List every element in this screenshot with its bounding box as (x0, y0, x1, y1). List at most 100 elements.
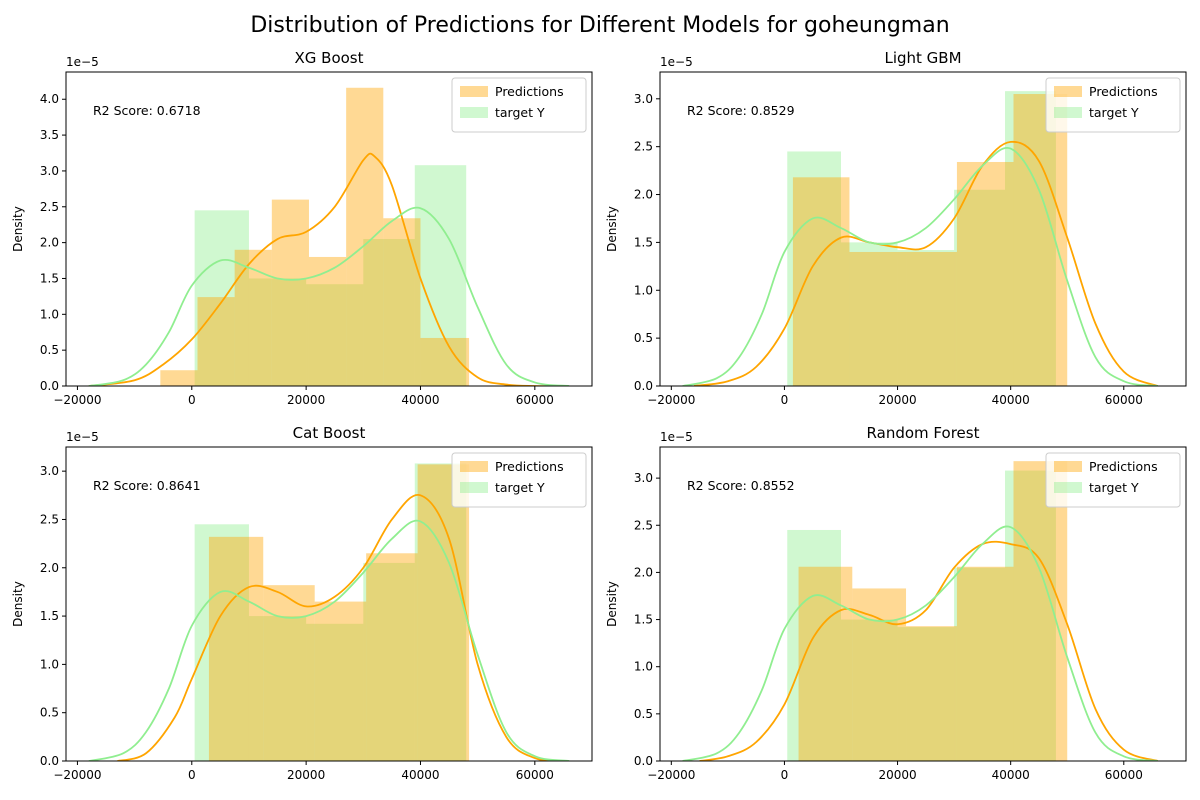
y-axis-label: Density (11, 206, 25, 252)
plot-area (682, 91, 1159, 386)
legend-swatch (1054, 461, 1082, 472)
predictions-hist-bar (1013, 94, 1068, 386)
predictions-hist-bar (271, 199, 309, 386)
y-exponent-label: 1e−5 (660, 430, 693, 444)
legend-box (451, 452, 587, 508)
x-tick-label: 60000 (1105, 768, 1143, 782)
y-tick-label: 2.5 (634, 140, 653, 154)
predictions-kde-line (88, 152, 564, 386)
predictions-hist-bar (956, 566, 1014, 761)
target-kde-line (88, 206, 570, 386)
x-tick-label: −20000 (53, 393, 101, 407)
plot-area (88, 463, 570, 761)
predictions-hist-bar (420, 337, 470, 386)
target-hist-bar (194, 210, 249, 386)
target-hist-bar (414, 463, 467, 761)
y-axis-label: Density (605, 581, 619, 627)
target-hist-bar (954, 567, 1006, 761)
target-kde-line (88, 519, 570, 761)
y-tick-label: 2.0 (40, 236, 59, 250)
predictions-hist-bar (956, 161, 1014, 386)
legend-label: target Y (495, 480, 545, 495)
y-axis-label: Density (605, 206, 619, 252)
target-hist-bar (840, 242, 898, 386)
subplot-title: Cat Boost (293, 424, 366, 442)
legend-swatch (1054, 482, 1082, 493)
target-hist-bar (248, 278, 307, 386)
legend-label: target Y (1089, 105, 1139, 120)
x-tick-label: 40000 (992, 393, 1030, 407)
predictions-hist-bar (366, 553, 418, 761)
axes-frame (65, 446, 593, 762)
legend-swatch (460, 461, 488, 472)
legend-label: target Y (1089, 480, 1139, 495)
y-tick-label: 1.5 (634, 613, 653, 627)
y-tick-label: 3.0 (634, 92, 653, 106)
legend: Predictions target Y (1045, 452, 1181, 508)
legend-label: Predictions (1089, 84, 1158, 99)
target-hist-bar (787, 151, 841, 386)
r2-score-annotation: R2 Score: 0.8641 (93, 478, 201, 493)
y-tick-label: 2.5 (40, 512, 59, 526)
y-tick-label: 0.0 (40, 754, 59, 768)
legend-box (451, 77, 587, 133)
subplot-2: −20000 0 20000 40000 60000 0.0 0.5 1.0 1.5 2.0 2.5… (605, 49, 1187, 407)
axes-frame (65, 71, 593, 387)
legend-label: Predictions (1089, 459, 1158, 474)
legend-swatch (1054, 86, 1082, 97)
subplot-title: Light GBM (884, 49, 961, 67)
target-hist-bar (1005, 470, 1056, 761)
plot-area (682, 461, 1159, 761)
y-exponent-label: 1e−5 (660, 55, 693, 69)
plot-area (88, 87, 570, 386)
figure-suptitle: Distribution of Predictions for Differen… (250, 13, 949, 38)
target-hist-bar (1005, 91, 1056, 386)
axes-frame (659, 71, 1187, 387)
y-tick-label: 2.0 (40, 561, 59, 575)
predictions-hist-bar (849, 251, 907, 386)
predictions-hist-bar (1013, 461, 1068, 761)
y-tick-label: 2.0 (634, 565, 653, 579)
y-tick-label: 1.0 (634, 283, 653, 297)
predictions-hist-bar (417, 464, 470, 761)
y-tick-label: 1.0 (40, 307, 59, 321)
y-tick-label: 1.5 (40, 609, 59, 623)
target-hist-bar (897, 627, 955, 761)
target-hist-bar (248, 616, 307, 761)
y-tick-label: 2.5 (634, 518, 653, 532)
predictions-kde-line (699, 540, 1159, 761)
x-tick-label: 60000 (516, 393, 554, 407)
y-tick-label: 2.0 (634, 188, 653, 202)
x-tick-label: 40000 (401, 393, 439, 407)
target-hist-bar (414, 165, 467, 386)
target-kde-line (682, 146, 1158, 386)
predictions-hist-bar (234, 249, 272, 386)
x-tick-label: −20000 (647, 393, 695, 407)
y-tick-label: 3.5 (40, 128, 59, 142)
legend: Predictions target Y (451, 77, 587, 133)
y-tick-label: 0.0 (634, 754, 653, 768)
r2-score-annotation: R2 Score: 0.6718 (93, 103, 201, 118)
subplot-3: −20000 0 20000 40000 60000 0.0 0.5 1.0 1.5 2.0 2.5… (11, 424, 593, 782)
x-tick-label: 20000 (878, 768, 916, 782)
predictions-hist-bar (308, 256, 347, 386)
predictions-hist-bar (792, 177, 850, 386)
legend-swatch (460, 482, 488, 493)
legend-label: Predictions (495, 84, 564, 99)
y-axis-label: Density (11, 581, 25, 627)
predictions-kde-line (117, 494, 564, 761)
predictions-hist-bar (263, 585, 315, 761)
predictions-hist-bar (314, 601, 367, 761)
predictions-hist-bar (906, 626, 957, 761)
x-tick-label: 0 (781, 393, 789, 407)
x-tick-label: 40000 (992, 768, 1030, 782)
y-tick-label: 0.5 (40, 343, 59, 357)
x-tick-label: 0 (781, 768, 789, 782)
x-tick-label: 60000 (1105, 393, 1143, 407)
target-hist-bar (306, 284, 364, 386)
y-tick-label: 3.0 (40, 464, 59, 478)
x-tick-label: 20000 (287, 768, 325, 782)
predictions-hist-bar (906, 251, 957, 386)
x-tick-label: 0 (188, 768, 196, 782)
x-tick-label: 60000 (516, 768, 554, 782)
